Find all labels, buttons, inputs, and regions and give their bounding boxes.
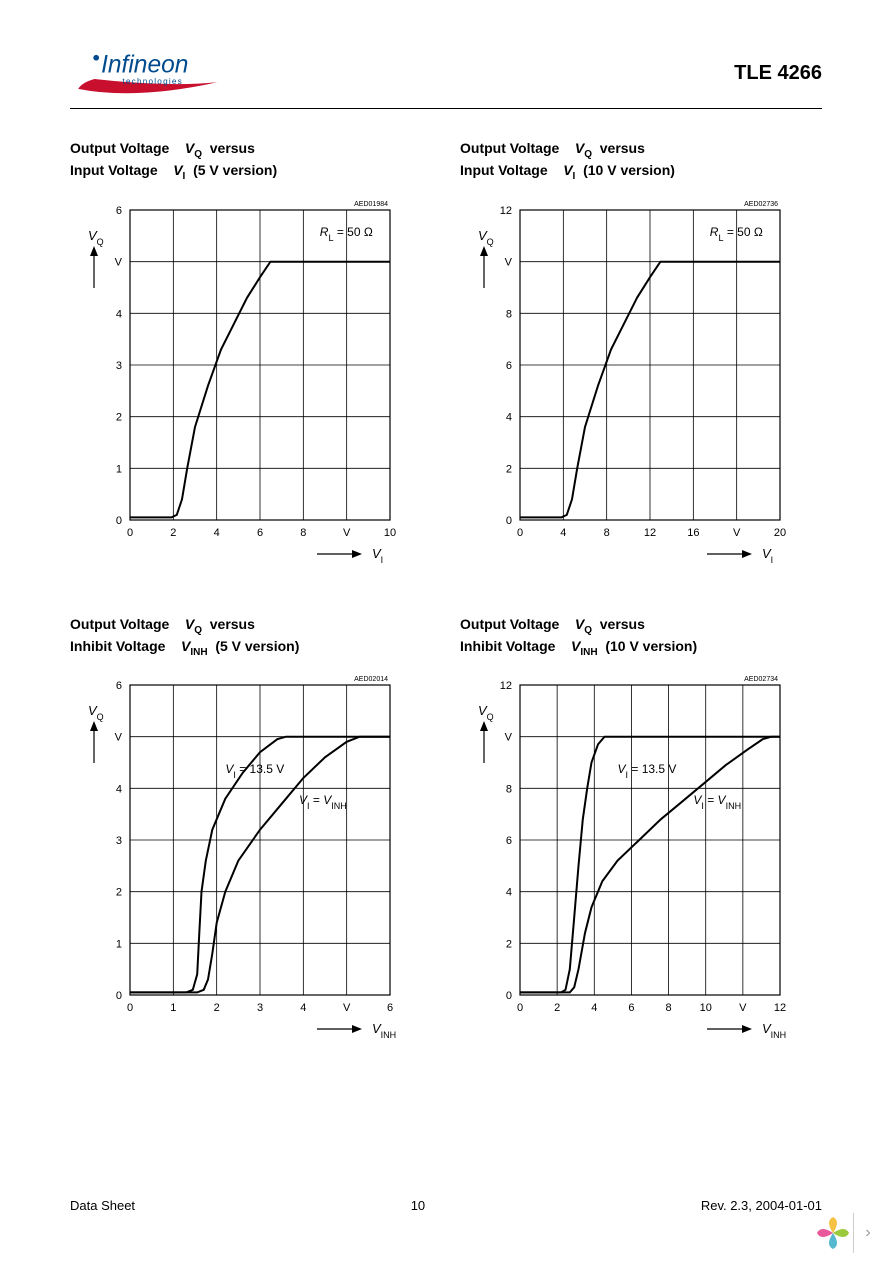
- svg-text:VQ: VQ: [88, 228, 104, 247]
- chart-svg: 02468V1001234V6VQVIAED01984RL = 50 Ω: [70, 190, 400, 570]
- chart-block: Output Voltage VQ versusInput Voltage VI…: [70, 139, 430, 575]
- chart-block: Output Voltage VQ versusInhibit Voltage …: [460, 615, 820, 1051]
- svg-text:2: 2: [214, 1002, 220, 1014]
- svg-text:8: 8: [506, 784, 512, 796]
- svg-text:1: 1: [116, 939, 122, 951]
- svg-text:1: 1: [170, 1002, 176, 1014]
- svg-text:6: 6: [506, 360, 512, 372]
- svg-text:10: 10: [384, 527, 396, 539]
- svg-text:12: 12: [774, 1002, 786, 1014]
- petals-icon: [813, 1213, 853, 1253]
- footer-rev: Rev. 2.3, 2004-01-01: [701, 1198, 822, 1213]
- svg-text:10: 10: [700, 1002, 712, 1014]
- svg-text:V: V: [343, 527, 351, 539]
- svg-text:12: 12: [500, 680, 512, 692]
- svg-text:VQ: VQ: [88, 703, 104, 722]
- svg-text:1: 1: [116, 463, 122, 475]
- svg-text:6: 6: [257, 527, 263, 539]
- chart-svg: 0481216V2002468V12VQVIAED02736RL = 50 Ω: [460, 190, 790, 570]
- chart-title: Output Voltage VQ versusInhibit Voltage …: [70, 615, 430, 660]
- svg-text:8: 8: [604, 527, 610, 539]
- svg-text:4: 4: [300, 1002, 306, 1014]
- svg-text:4: 4: [506, 887, 512, 899]
- svg-text:VI: VI: [372, 546, 383, 565]
- svg-text:0: 0: [517, 1002, 523, 1014]
- svg-text:0: 0: [116, 515, 122, 527]
- svg-text:technologies: technologies: [122, 77, 183, 86]
- svg-text:VQ: VQ: [478, 228, 494, 247]
- svg-text:6: 6: [628, 1002, 634, 1014]
- svg-text:4: 4: [116, 784, 122, 796]
- chart-svg: 0246810V1202468V12VQVINHAED02734VI = 13.…: [460, 665, 790, 1045]
- svg-text:V: V: [115, 256, 123, 268]
- svg-text:2: 2: [506, 939, 512, 951]
- svg-text:V: V: [733, 527, 741, 539]
- svg-text:8: 8: [300, 527, 306, 539]
- chart-svg: 01234V601234V6VQVINHAED02014VI = 13.5 VV…: [70, 665, 400, 1045]
- chart-title: Output Voltage VQ versusInhibit Voltage …: [460, 615, 820, 660]
- svg-text:VI: VI: [762, 546, 773, 565]
- svg-text:V: V: [505, 732, 513, 744]
- svg-text:0: 0: [127, 527, 133, 539]
- page-footer: Data Sheet 10 Rev. 2.3, 2004-01-01: [70, 1198, 822, 1213]
- svg-text:0: 0: [517, 527, 523, 539]
- chart-title: Output Voltage VQ versusInput Voltage VI…: [460, 139, 820, 184]
- svg-text:3: 3: [116, 360, 122, 372]
- svg-text:4: 4: [214, 527, 220, 539]
- svg-text:2: 2: [506, 463, 512, 475]
- page-header: Infineon technologies TLE 4266: [70, 40, 822, 109]
- footer-page: 10: [411, 1198, 425, 1213]
- svg-text:0: 0: [506, 515, 512, 527]
- svg-text:4: 4: [591, 1002, 597, 1014]
- svg-text:0: 0: [506, 990, 512, 1002]
- svg-text:V: V: [739, 1002, 747, 1014]
- svg-text:4: 4: [560, 527, 566, 539]
- svg-text:0: 0: [116, 990, 122, 1002]
- svg-text:6: 6: [387, 1002, 393, 1014]
- part-number: TLE 4266: [734, 62, 822, 85]
- svg-text:4: 4: [506, 411, 512, 423]
- svg-text:16: 16: [687, 527, 699, 539]
- svg-text:8: 8: [506, 308, 512, 320]
- svg-text:VINH: VINH: [372, 1021, 396, 1040]
- svg-text:AED01984: AED01984: [354, 201, 388, 208]
- svg-text:6: 6: [506, 835, 512, 847]
- svg-text:V: V: [115, 732, 123, 744]
- svg-text:12: 12: [644, 527, 656, 539]
- svg-text:2: 2: [170, 527, 176, 539]
- svg-text:12: 12: [500, 205, 512, 217]
- infineon-logo: Infineon technologies: [70, 40, 250, 100]
- svg-text:V: V: [343, 1002, 351, 1014]
- svg-text:4: 4: [116, 308, 122, 320]
- chart-block: Output Voltage VQ versusInhibit Voltage …: [70, 615, 430, 1051]
- svg-text:2: 2: [116, 887, 122, 899]
- svg-text:3: 3: [257, 1002, 263, 1014]
- chart-block: Output Voltage VQ versusInput Voltage VI…: [460, 139, 820, 575]
- chart-title: Output Voltage VQ versusInput Voltage VI…: [70, 139, 430, 184]
- footer-left: Data Sheet: [70, 1198, 135, 1213]
- svg-text:6: 6: [116, 205, 122, 217]
- svg-text:AED02734: AED02734: [744, 676, 778, 683]
- charts-grid: Output Voltage VQ versusInput Voltage VI…: [70, 139, 822, 1050]
- svg-text:3: 3: [116, 835, 122, 847]
- svg-text:20: 20: [774, 527, 786, 539]
- svg-text:Infineon: Infineon: [101, 51, 188, 78]
- svg-text:VQ: VQ: [478, 703, 494, 722]
- next-page-button[interactable]: ›: [853, 1213, 882, 1253]
- svg-text:AED02014: AED02014: [354, 676, 388, 683]
- svg-text:AED02736: AED02736: [744, 201, 778, 208]
- svg-text:2: 2: [116, 411, 122, 423]
- svg-text:0: 0: [127, 1002, 133, 1014]
- svg-text:6: 6: [116, 680, 122, 692]
- nav-widget: ›: [813, 1213, 882, 1253]
- svg-text:VINH: VINH: [762, 1021, 786, 1040]
- svg-text:2: 2: [554, 1002, 560, 1014]
- svg-text:8: 8: [666, 1002, 672, 1014]
- svg-text:V: V: [505, 256, 513, 268]
